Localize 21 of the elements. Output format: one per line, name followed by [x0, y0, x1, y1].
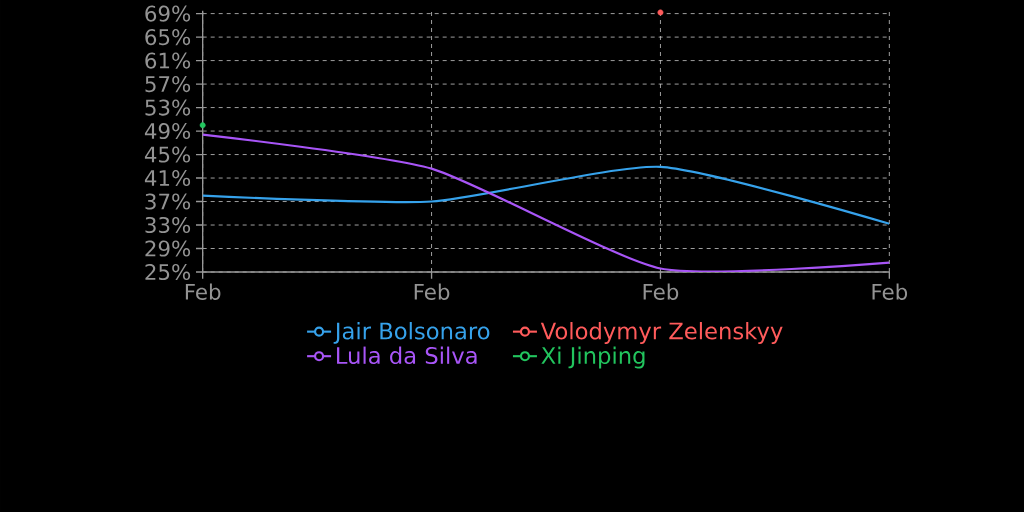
y-tick-label: 33%	[145, 216, 191, 234]
y-tick-label: 69%	[145, 5, 191, 22]
y-tick-label: 25%	[145, 263, 191, 281]
x-tick-label: Feb	[185, 283, 221, 300]
x-tick-label: Feb	[643, 283, 679, 300]
y-tick-label: 29%	[145, 240, 191, 257]
y-tick-label: 49%	[144, 123, 191, 140]
y-tick-label: 45%	[144, 146, 191, 163]
y-tick-label: 57%	[145, 76, 191, 93]
legend-label: Xi Jinping	[541, 346, 645, 369]
y-tick-label: 37%	[145, 193, 191, 210]
x-tick-label: Feb	[872, 283, 908, 300]
y-tick-label: 53%	[145, 99, 191, 116]
line-series	[202, 165, 890, 225]
y-tick-label: 41%	[144, 169, 191, 187]
legend-label: Volodymyr Zelenskyy	[540, 322, 783, 344]
legend-label: Lula da Silva	[337, 346, 477, 365]
y-tick-label: 61%	[145, 52, 191, 69]
x-tick-label: Feb	[414, 283, 450, 300]
legend-label: Jair Bolsonaro	[333, 322, 490, 344]
y-tick-label: 65%	[145, 29, 191, 46]
